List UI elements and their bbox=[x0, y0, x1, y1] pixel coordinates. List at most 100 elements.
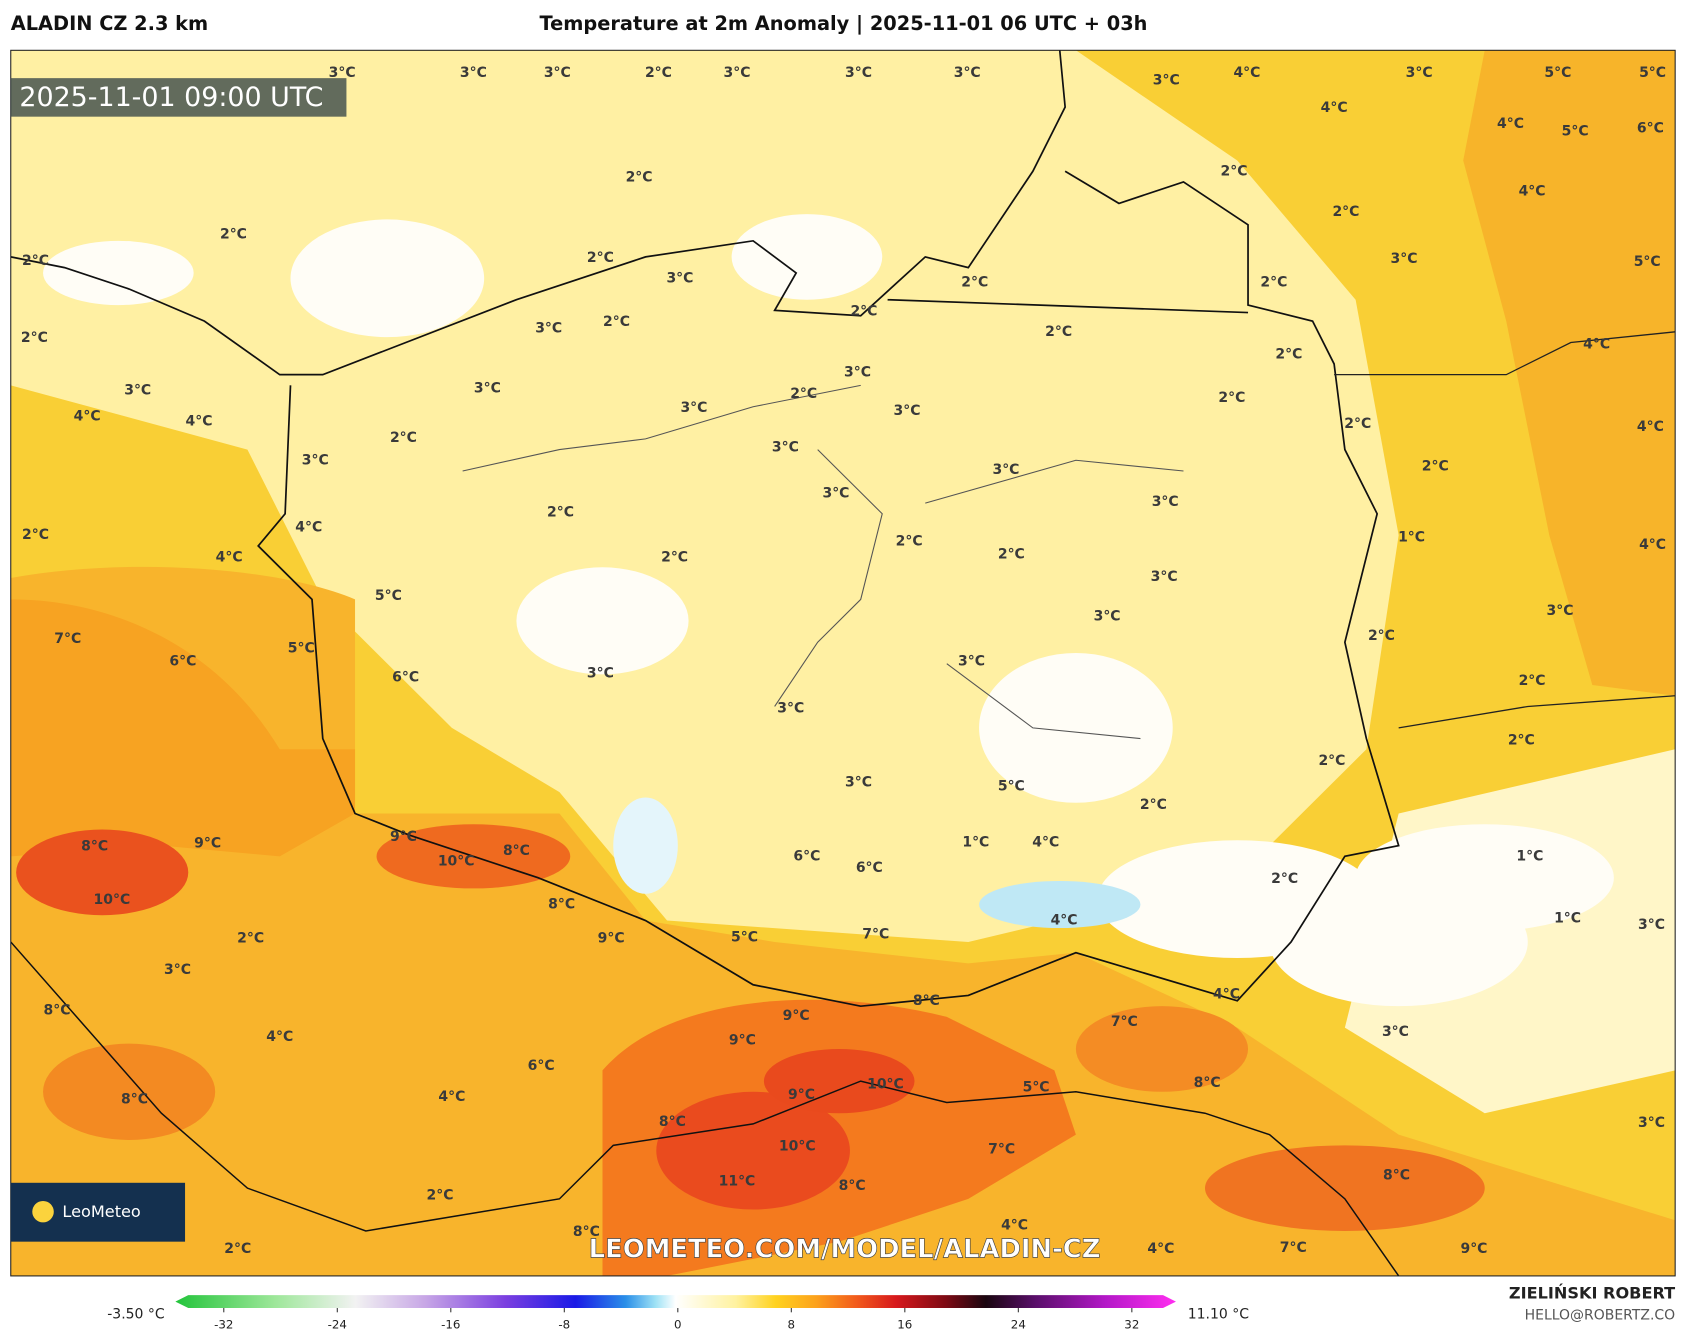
logo-text: LeoMeteo bbox=[62, 1202, 140, 1221]
temperature-label: 2°C bbox=[390, 430, 417, 446]
temperature-label: 3°C bbox=[587, 665, 614, 681]
temperature-labels: 2°C 2°C 2°C 2°C 3°C 3°C 3°C 2°C 3°C 3°C 3°C 3°C 4°C 4… bbox=[21, 65, 1666, 1257]
temperature-label: 4°C bbox=[1233, 65, 1260, 81]
colorbar-tick-label: -24 bbox=[328, 1318, 347, 1332]
temperature-label: 10°C bbox=[94, 892, 131, 908]
timestamp: 2025-11-01 09:00 UTC bbox=[19, 82, 323, 113]
temperature-label: 1°C bbox=[962, 834, 989, 850]
temperature-label: 3°C bbox=[1153, 72, 1180, 88]
temperature-label: 8°C bbox=[913, 993, 940, 1009]
temperature-label: 2°C bbox=[645, 65, 672, 81]
temperature-label: 2°C bbox=[896, 534, 923, 550]
temperature-label: 2°C bbox=[22, 253, 49, 269]
temperature-label: 5°C bbox=[1023, 1080, 1050, 1096]
warm-patch bbox=[1075, 1006, 1249, 1092]
temperature-label: 2°C bbox=[1271, 871, 1298, 887]
region-line bbox=[462, 384, 1184, 740]
temperature-label: 8°C bbox=[1383, 1167, 1410, 1183]
pale-patch bbox=[731, 214, 883, 300]
temperature-label: 10°C bbox=[779, 1138, 816, 1154]
colorbar-tick-label: -16 bbox=[441, 1318, 460, 1332]
warm-area bbox=[1463, 50, 1676, 696]
temperature-label: 3°C bbox=[772, 439, 799, 455]
temperature-label: 2°C bbox=[1368, 628, 1395, 644]
colorbar-tick-label: 0 bbox=[674, 1318, 682, 1332]
temperature-label: 11°C bbox=[719, 1174, 756, 1190]
temperature-label: 7°C bbox=[988, 1142, 1015, 1158]
temperature-label: 3°C bbox=[474, 381, 501, 397]
temperature-label: 2°C bbox=[1344, 416, 1371, 432]
temperature-label: 6°C bbox=[169, 654, 196, 670]
temperature-label: 8°C bbox=[81, 839, 108, 855]
temperature-label: 6°C bbox=[856, 860, 883, 876]
warm-area bbox=[10, 566, 1676, 1276]
temperature-label: 2°C bbox=[427, 1188, 454, 1204]
temperature-label: 2°C bbox=[1332, 204, 1359, 220]
temperature-label: 5°C bbox=[375, 588, 402, 604]
temperature-label: 6°C bbox=[1637, 120, 1664, 136]
temperature-label: 5°C bbox=[288, 641, 315, 657]
temperature-label: 2°C bbox=[237, 931, 264, 947]
temperature-label: 3°C bbox=[1391, 251, 1418, 267]
temperature-label: 9°C bbox=[788, 1087, 815, 1103]
temperature-label: 10°C bbox=[867, 1076, 904, 1092]
temperature-label: 4°C bbox=[1001, 1218, 1028, 1234]
temperature-label: 3°C bbox=[822, 485, 849, 501]
pale-patch bbox=[290, 219, 485, 338]
temperature-label: 2°C bbox=[587, 250, 614, 266]
temperature-label: 4°C bbox=[1147, 1241, 1174, 1257]
temperature-label: 2°C bbox=[961, 275, 988, 291]
temperature-label: 4°C bbox=[1032, 834, 1059, 850]
temperature-label: 4°C bbox=[266, 1029, 293, 1045]
temperature-label: 4°C bbox=[1497, 116, 1524, 132]
temperature-label: 6°C bbox=[392, 670, 419, 686]
warm-area bbox=[10, 599, 356, 857]
temperature-label: 2°C bbox=[1519, 673, 1546, 689]
hot-patch bbox=[1205, 1145, 1485, 1231]
temperature-label: 4°C bbox=[1519, 184, 1546, 200]
hot-patch bbox=[763, 1048, 915, 1114]
temperature-label: 8°C bbox=[573, 1224, 600, 1240]
chart-title: Temperature at 2m Anomaly | 2025-11-01 0… bbox=[540, 12, 1148, 35]
temperature-label: 3°C bbox=[723, 65, 750, 81]
temperature-label: 3°C bbox=[1547, 603, 1574, 619]
pale-patch bbox=[979, 652, 1173, 803]
temperature-label: 3°C bbox=[544, 65, 571, 81]
colorbar-tick-label: 16 bbox=[897, 1318, 912, 1332]
temperature-label: 4°C bbox=[1639, 537, 1666, 553]
temperature-label: 9°C bbox=[729, 1032, 756, 1048]
temperature-label: 3°C bbox=[164, 962, 191, 978]
temperature-label: 7°C bbox=[54, 631, 81, 647]
temperature-label: 5°C bbox=[1634, 254, 1661, 270]
temperature-label: 3°C bbox=[845, 65, 872, 81]
colorbar-tick-label: 32 bbox=[1124, 1318, 1139, 1332]
temperature-label: 4°C bbox=[1583, 337, 1610, 353]
colorbar-min: -3.50 °C bbox=[107, 1306, 164, 1322]
temperature-label: 5°C bbox=[1544, 65, 1571, 81]
temperature-label: 6°C bbox=[528, 1058, 555, 1074]
temperature-label: 1°C bbox=[1398, 529, 1425, 545]
temperature-label: 3°C bbox=[954, 65, 981, 81]
temperature-label: 10°C bbox=[438, 854, 475, 870]
temperature-label: 2°C bbox=[224, 1241, 251, 1257]
temperature-label: 3°C bbox=[1406, 65, 1433, 81]
temperature-label: 9°C bbox=[390, 829, 417, 845]
border bbox=[887, 298, 1249, 314]
temperature-label: 2°C bbox=[547, 505, 574, 521]
temperature-label: 1°C bbox=[1554, 910, 1581, 926]
border bbox=[10, 941, 1400, 1276]
temperature-label: 3°C bbox=[777, 701, 804, 717]
temperature-label: 4°C bbox=[1213, 986, 1240, 1002]
temperature-label: 4°C bbox=[438, 1089, 465, 1105]
coastline bbox=[10, 50, 1067, 376]
temperature-label: 5°C bbox=[1562, 124, 1589, 140]
cool-patch bbox=[613, 797, 678, 894]
temperature-label: 3°C bbox=[302, 452, 329, 468]
temperature-label: 3°C bbox=[1152, 494, 1179, 510]
temperature-label: 2°C bbox=[1218, 390, 1245, 406]
temperature-label: 2°C bbox=[1260, 275, 1287, 291]
temperature-label: 4°C bbox=[295, 520, 322, 536]
temperature-label: 3°C bbox=[958, 654, 985, 670]
temperature-label: 4°C bbox=[74, 408, 101, 424]
